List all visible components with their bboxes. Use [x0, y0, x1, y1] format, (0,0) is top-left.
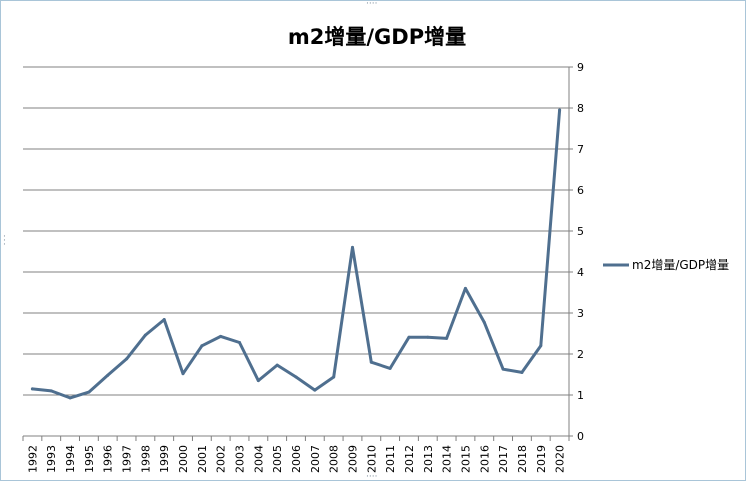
x-tick-label: 2010 — [365, 445, 378, 473]
x-tick-label: 1993 — [45, 445, 58, 473]
x-tick-label: 2020 — [554, 445, 567, 473]
data-point — [558, 108, 562, 112]
x-tick-label: 1992 — [26, 445, 39, 473]
x-tick-label: 2015 — [459, 445, 472, 473]
data-point — [275, 363, 279, 367]
x-tick-label: 2017 — [497, 445, 510, 473]
x-tick-label: 1994 — [64, 445, 77, 473]
x-tick-label: 1996 — [102, 445, 115, 473]
data-point — [426, 335, 430, 339]
top-resize-handle[interactable]: ···· — [366, 0, 378, 9]
data-point — [162, 318, 166, 322]
y-tick-label: 8 — [577, 102, 584, 115]
x-tick-label: 2004 — [252, 445, 265, 473]
data-point — [445, 336, 449, 340]
x-tick-label: 2008 — [328, 445, 341, 473]
chart-title: m2增量/GDP增量 — [288, 25, 466, 49]
x-tick-label: 2012 — [403, 445, 416, 473]
x-tick-label: 2018 — [516, 445, 529, 473]
data-point — [388, 366, 392, 370]
x-tick-label: 2013 — [422, 445, 435, 473]
data-point — [332, 375, 336, 379]
data-point — [143, 333, 147, 337]
y-tick-label: 9 — [577, 61, 584, 74]
data-point — [369, 360, 373, 364]
x-tick-label: 2019 — [535, 445, 548, 473]
x-tick-label: 2005 — [271, 445, 284, 473]
x-tick-label: 2001 — [196, 445, 209, 473]
data-point — [49, 389, 53, 393]
x-tick-label: 2016 — [478, 445, 491, 473]
data-point — [219, 334, 223, 338]
gridlines — [23, 66, 569, 396]
y-tick-label: 4 — [577, 266, 584, 279]
x-tick-label: 1997 — [121, 445, 134, 473]
data-point — [294, 375, 298, 379]
series-layer — [30, 108, 562, 400]
data-point — [482, 320, 486, 324]
data-point — [125, 357, 129, 361]
axes: 0 1 2 3 4 5 6 7 8 9 1992 1993 1994 1995 1996 1997 1998 19… — [22, 61, 584, 473]
x-tick-label: 2007 — [309, 445, 322, 473]
data-point — [350, 245, 354, 249]
x-tick-label: 2011 — [384, 445, 397, 473]
x-tick-label: 1998 — [139, 445, 152, 473]
legend-label: m2增量/GDP增量 — [632, 258, 729, 272]
left-resize-handle[interactable]: · · · — [3, 232, 6, 250]
data-point — [68, 396, 72, 400]
y-tick-label: 2 — [577, 348, 584, 361]
y-tick-label: 5 — [577, 225, 584, 238]
y-tick-label: 0 — [577, 430, 584, 443]
x-tick-label: 2009 — [346, 445, 359, 473]
bottom-resize-handle[interactable]: ···· — [366, 472, 378, 482]
y-tick-label: 1 — [577, 389, 584, 402]
data-point — [106, 373, 110, 377]
data-point — [313, 388, 317, 392]
data-point — [463, 286, 467, 290]
legend: m2增量/GDP增量 — [603, 258, 729, 272]
x-tick-label: 2014 — [441, 445, 454, 473]
data-point — [539, 344, 543, 348]
data-point — [407, 335, 411, 339]
data-point — [30, 387, 34, 391]
data-point — [238, 341, 242, 345]
y-tick-label: 7 — [577, 143, 584, 156]
y-tick-label: 6 — [577, 184, 584, 197]
data-point — [256, 379, 260, 383]
x-tick-label: 1995 — [83, 445, 96, 473]
data-point — [87, 390, 91, 394]
data-point — [501, 367, 505, 371]
series-line — [30, 108, 562, 400]
data-point — [520, 370, 524, 374]
y-tick-label: 3 — [577, 307, 584, 320]
x-tick-label: 2003 — [234, 445, 247, 473]
data-point — [181, 372, 185, 376]
data-point — [200, 344, 204, 348]
x-tick-label: 2006 — [290, 445, 303, 473]
x-tick-label: 2000 — [177, 445, 190, 473]
x-tick-label: 1999 — [158, 445, 171, 473]
x-tick-label: 2002 — [215, 445, 228, 473]
